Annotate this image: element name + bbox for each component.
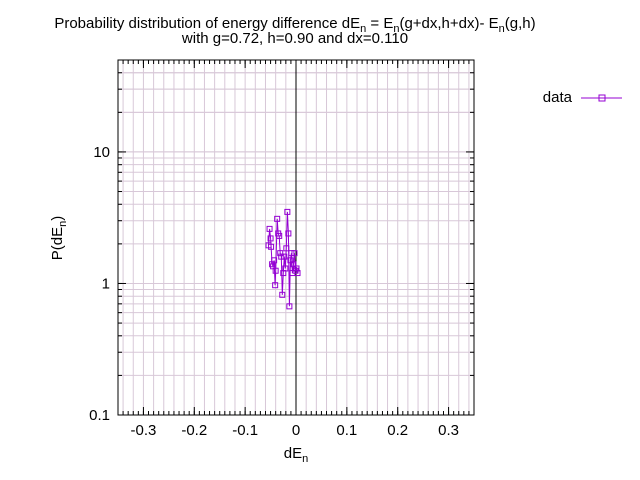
x-tick-label: 0.3 bbox=[438, 422, 459, 439]
title-var-dE: dE bbox=[342, 15, 360, 32]
x-tick-label: 0.2 bbox=[387, 422, 408, 439]
data-point bbox=[283, 245, 290, 252]
data-point bbox=[278, 253, 285, 260]
legend-label: data bbox=[543, 89, 573, 106]
data-point bbox=[279, 291, 286, 298]
x-tick-label: -0.2 bbox=[181, 422, 207, 439]
chart-title: Probability distribution of energy diffe… bbox=[54, 15, 535, 35]
title-prefix: Probability distribution of energy diffe… bbox=[54, 15, 341, 32]
x-tick-label: -0.3 bbox=[130, 422, 156, 439]
title-eq-1: = E bbox=[366, 15, 393, 32]
data-point bbox=[272, 282, 279, 289]
data-point bbox=[281, 253, 288, 260]
y-tick-label: 0.1 bbox=[89, 407, 110, 424]
grid-layer bbox=[118, 60, 474, 415]
data-point bbox=[290, 261, 297, 268]
title-sub-3: n bbox=[499, 23, 505, 35]
data-point bbox=[286, 303, 293, 310]
title-args-1: (g+dx,h+dx)- E bbox=[399, 15, 498, 32]
y-tick-label: 10 bbox=[93, 144, 110, 161]
y-axis-label: P(dEn) bbox=[49, 216, 69, 260]
x-tick-label: 0.1 bbox=[336, 422, 357, 439]
title-args-2: (g,h) bbox=[505, 15, 536, 32]
data-point bbox=[294, 270, 301, 277]
data-point bbox=[285, 230, 292, 237]
data-point bbox=[282, 265, 289, 272]
data-point bbox=[291, 250, 298, 257]
plot-frame bbox=[117, 59, 475, 416]
data-point bbox=[272, 267, 279, 274]
data-point bbox=[274, 215, 281, 222]
y-tick-label: 1 bbox=[102, 275, 110, 292]
x-tick-label: 0 bbox=[292, 422, 300, 439]
data-point bbox=[284, 208, 291, 215]
data-point bbox=[268, 243, 275, 250]
series-layer bbox=[265, 208, 301, 310]
data-point bbox=[287, 257, 294, 264]
title-sub-1: n bbox=[360, 23, 366, 35]
title-sub-2: n bbox=[393, 23, 399, 35]
legend: data bbox=[543, 89, 622, 106]
x-axis-label: dEn bbox=[284, 445, 308, 465]
data-point bbox=[267, 235, 274, 242]
data-point bbox=[277, 250, 284, 257]
data-point bbox=[271, 257, 278, 264]
chart-subtitle: with g=0.72, h=0.90 and dx=0.110 bbox=[181, 30, 408, 47]
data-point bbox=[288, 250, 295, 257]
x-tick-label: -0.1 bbox=[232, 422, 258, 439]
data-point bbox=[266, 225, 273, 232]
tick-layer: -0.3 -0.2 -0.1 0 0.1 0.2 0.3 0.1 1 10 bbox=[89, 60, 474, 439]
legend-marker bbox=[598, 94, 606, 102]
data-point bbox=[276, 232, 283, 239]
